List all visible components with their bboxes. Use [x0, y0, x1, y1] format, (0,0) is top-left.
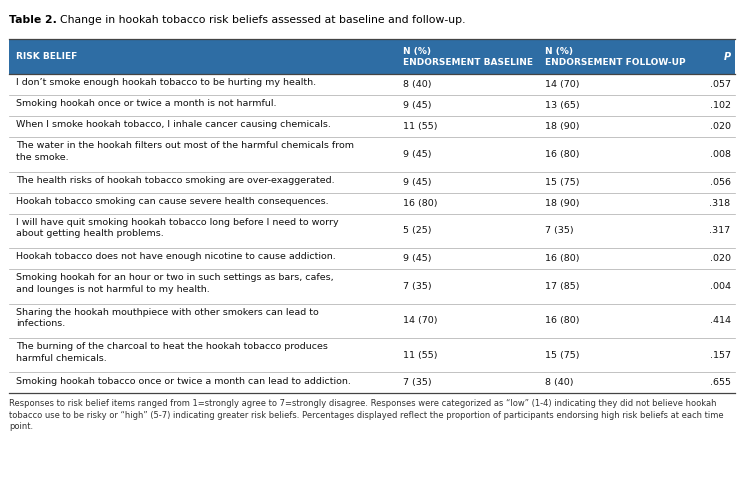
Text: The water in the hookah filters out most of the harmful chemicals from
the smoke: The water in the hookah filters out most… [16, 141, 354, 162]
Text: .414: .414 [710, 316, 731, 325]
Text: Responses to risk belief items ranged from 1=strongly agree to 7=strongly disagr: Responses to risk belief items ranged fr… [9, 399, 724, 431]
Text: RISK BELIEF: RISK BELIEF [16, 52, 77, 61]
Text: 9 (45): 9 (45) [403, 178, 432, 186]
Text: I will have quit smoking hookah tobacco long before I need to worry
about gettin: I will have quit smoking hookah tobacco … [16, 218, 339, 239]
Text: 5 (25): 5 (25) [403, 227, 432, 235]
Text: When I smoke hookah tobacco, I inhale cancer causing chemicals.: When I smoke hookah tobacco, I inhale ca… [16, 120, 331, 130]
Text: .317: .317 [710, 227, 731, 235]
Text: 8 (40): 8 (40) [403, 80, 432, 89]
Text: Smoking hookah for an hour or two in such settings as bars, cafes,
and lounges i: Smoking hookah for an hour or two in suc… [16, 273, 334, 294]
Text: 9 (45): 9 (45) [403, 150, 432, 159]
Text: 11 (55): 11 (55) [403, 122, 438, 131]
Text: 13 (65): 13 (65) [545, 101, 580, 110]
Text: .057: .057 [710, 80, 731, 89]
Text: Smoking hookah tobacco once or twice a month can lead to addiction.: Smoking hookah tobacco once or twice a m… [16, 377, 351, 386]
Text: .008: .008 [710, 150, 731, 159]
Text: Table 2.: Table 2. [9, 15, 57, 25]
Text: .020: .020 [710, 122, 731, 131]
Text: Hookah tobacco smoking can cause severe health consequences.: Hookah tobacco smoking can cause severe … [16, 197, 329, 206]
Text: 17 (85): 17 (85) [545, 282, 580, 291]
Text: 14 (70): 14 (70) [545, 80, 580, 89]
Text: .020: .020 [710, 254, 731, 263]
Text: Sharing the hookah mouthpiece with other smokers can lead to
infections.: Sharing the hookah mouthpiece with other… [16, 308, 319, 328]
Text: 11 (55): 11 (55) [403, 351, 438, 359]
Text: 18 (90): 18 (90) [545, 199, 580, 207]
Text: 15 (75): 15 (75) [545, 351, 580, 359]
Text: N (%)
ENDORSEMENT FOLLOW-UP: N (%) ENDORSEMENT FOLLOW-UP [545, 47, 685, 66]
Text: 8 (40): 8 (40) [545, 379, 574, 387]
Text: The health risks of hookah tobacco smoking are over-exaggerated.: The health risks of hookah tobacco smoki… [16, 176, 335, 185]
Text: The burning of the charcoal to heat the hookah tobacco produces
harmful chemical: The burning of the charcoal to heat the … [16, 342, 328, 363]
Text: 14 (70): 14 (70) [403, 316, 438, 325]
Text: .157: .157 [710, 351, 731, 359]
Text: P: P [723, 52, 731, 62]
Text: 16 (80): 16 (80) [545, 150, 580, 159]
Text: 9 (45): 9 (45) [403, 254, 432, 263]
Text: .102: .102 [710, 101, 731, 110]
Text: 18 (90): 18 (90) [545, 122, 580, 131]
Text: 7 (35): 7 (35) [545, 227, 574, 235]
Text: .056: .056 [710, 178, 731, 186]
Text: 16 (80): 16 (80) [403, 199, 438, 207]
Text: 16 (80): 16 (80) [545, 254, 580, 263]
Text: .318: .318 [710, 199, 731, 207]
Text: 15 (75): 15 (75) [545, 178, 580, 186]
Text: 7 (35): 7 (35) [403, 282, 432, 291]
Text: I don’t smoke enough hookah tobacco to be hurting my health.: I don’t smoke enough hookah tobacco to b… [16, 78, 316, 87]
Text: Hookah tobacco does not have enough nicotine to cause addiction.: Hookah tobacco does not have enough nico… [16, 252, 336, 261]
Text: .004: .004 [710, 282, 731, 291]
Text: 9 (45): 9 (45) [403, 101, 432, 110]
Text: N (%)
ENDORSEMENT BASELINE: N (%) ENDORSEMENT BASELINE [403, 47, 533, 66]
Text: .655: .655 [710, 379, 731, 387]
Text: Smoking hookah once or twice a month is not harmful.: Smoking hookah once or twice a month is … [16, 99, 277, 109]
Text: Change in hookah tobacco risk beliefs assessed at baseline and follow-up.: Change in hookah tobacco risk beliefs as… [60, 15, 465, 25]
Text: 7 (35): 7 (35) [403, 379, 432, 387]
Text: 16 (80): 16 (80) [545, 316, 580, 325]
